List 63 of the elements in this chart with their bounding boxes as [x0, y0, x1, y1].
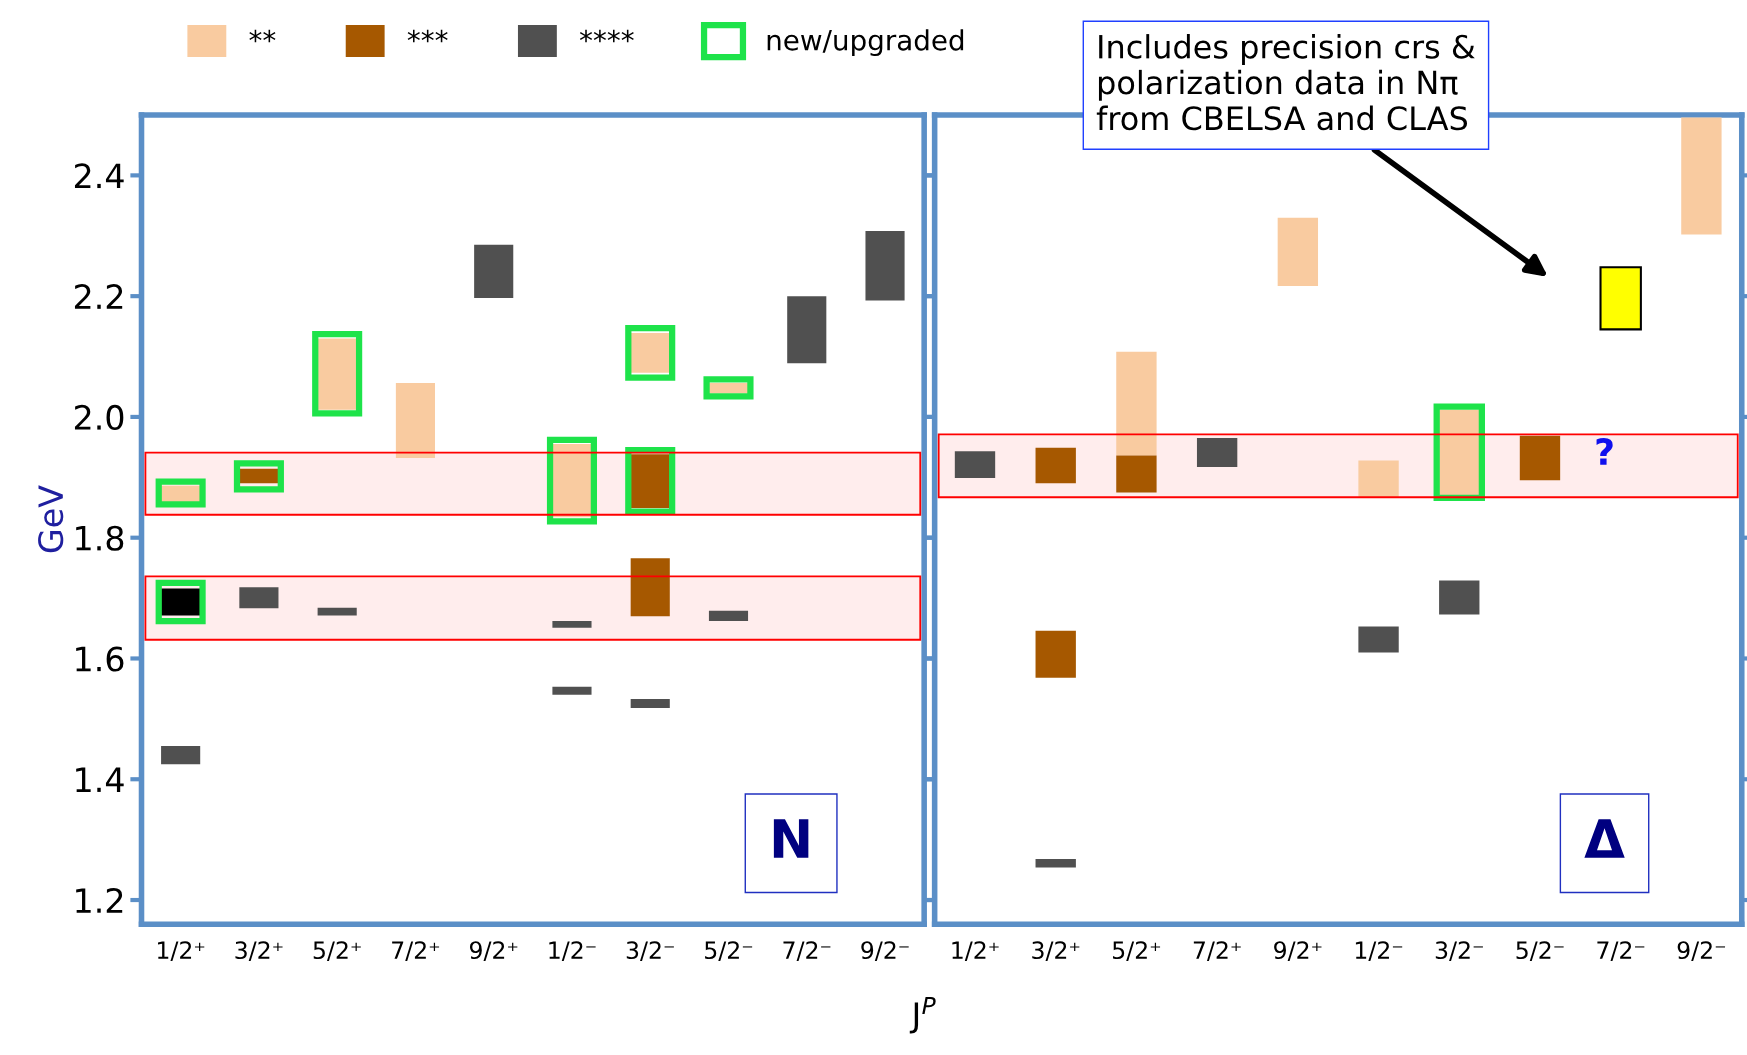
annotation: ?	[1596, 438, 1613, 465]
bar	[1519, 435, 1561, 481]
legend-label: ****	[579, 29, 634, 43]
bar	[1035, 858, 1076, 868]
bar	[708, 610, 749, 622]
bar	[1358, 460, 1399, 498]
y-tick-label: 1.2	[76, 887, 123, 913]
legend-label: ***	[407, 29, 448, 43]
x-tick-label: 5/2⁻	[1516, 941, 1564, 961]
y-tick-label: 2.0	[74, 404, 124, 431]
x-tick-label: 7/2⁻	[783, 941, 831, 961]
y-tick-label: 1.4	[76, 767, 124, 792]
x-tick-label: 3/2⁻	[626, 941, 674, 961]
annotation: Includes precision crs & polarization data in Nπ from CBELSA and CLAS	[1096, 34, 1475, 131]
bar	[865, 230, 905, 301]
y-tick-label: 2.2	[74, 284, 123, 309]
bar	[630, 698, 670, 708]
bar	[1439, 580, 1480, 615]
annotation: Δ	[1584, 819, 1625, 858]
x-tick-label: 9/2⁺	[469, 941, 518, 961]
y-axis-title: GeV	[38, 485, 64, 553]
x-tick-label: 9/2⁻	[1677, 941, 1726, 961]
x-tick-label: 7/2⁺	[392, 941, 440, 961]
bar	[1035, 447, 1076, 484]
bar	[474, 244, 514, 298]
x-tick-label: 5/2⁻	[705, 941, 753, 961]
x-tick-label: 7/2⁻	[1597, 941, 1645, 961]
x-tick-label: 1/2⁻	[549, 941, 596, 961]
x-tick-label: 7/2⁺	[1193, 941, 1241, 961]
y-tick-label: 1.8	[76, 525, 124, 551]
x-tick-label: 3/2⁺	[235, 941, 283, 961]
bar	[1277, 217, 1319, 286]
bar	[1196, 438, 1238, 468]
bar	[1116, 351, 1157, 456]
bar	[787, 296, 827, 364]
bar	[954, 451, 996, 478]
legend-label: **	[249, 29, 276, 43]
x-tick-label: 5/2⁺	[1113, 941, 1161, 961]
bar	[552, 686, 592, 695]
x-tick-label: 5/2⁺	[313, 941, 361, 961]
y-tick-label: 1.6	[76, 646, 124, 672]
bar	[630, 558, 670, 617]
y-tick-label: 2.4	[74, 163, 124, 189]
bar	[395, 383, 435, 458]
bar	[317, 607, 357, 616]
bar	[1681, 117, 1722, 235]
annotation: N	[773, 819, 809, 858]
bar	[239, 587, 279, 609]
bar	[552, 621, 592, 628]
bar	[161, 746, 201, 765]
x-axis-title: J$^{P}$	[909, 997, 936, 1034]
x-tick-label: 9/2⁻	[861, 941, 909, 961]
legend-label: new/upgraded	[767, 29, 964, 57]
bar	[1358, 626, 1399, 653]
x-tick-label: 3/2⁻	[1435, 941, 1483, 961]
x-tick-label: 1/2⁺	[158, 941, 205, 961]
x-tick-label: 1/2⁺	[952, 941, 999, 961]
x-tick-label: 3/2⁺	[1032, 941, 1080, 961]
bar	[1116, 455, 1157, 493]
x-tick-label: 1/2⁻	[1355, 941, 1403, 961]
x-tick-label: 9/2⁺	[1274, 941, 1322, 961]
bar	[1035, 630, 1076, 678]
bar	[1599, 266, 1642, 331]
